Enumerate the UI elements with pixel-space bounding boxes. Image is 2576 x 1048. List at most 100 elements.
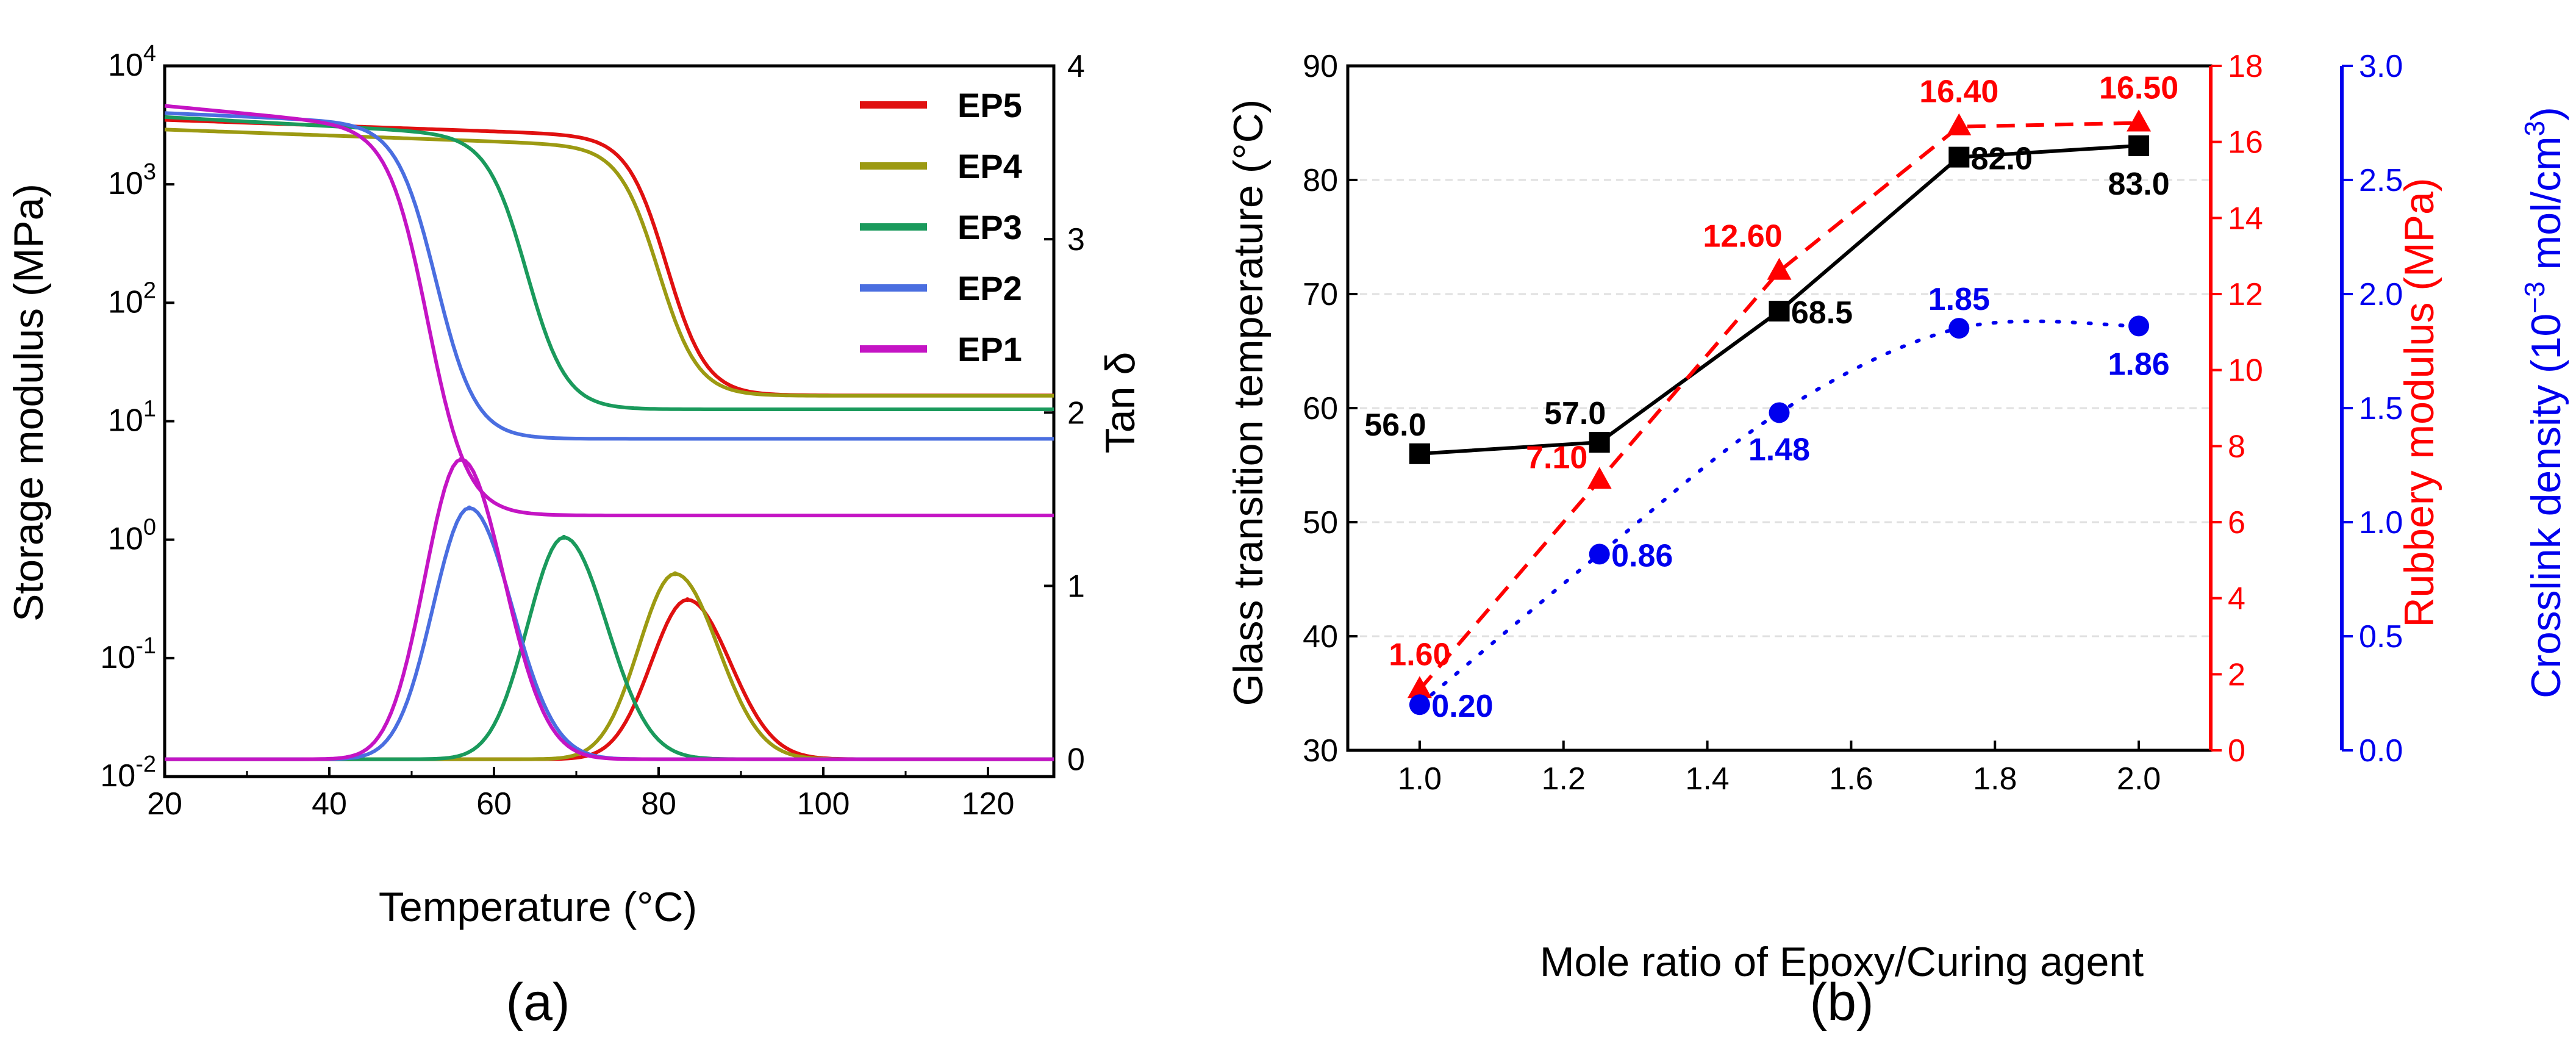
rubbery-modulus-marker [1947, 113, 1972, 135]
crosslink-density-marker [2128, 315, 2150, 337]
rubbery-modulus-line [1418, 121, 2139, 691]
y-right-tick-label: 1.5 [2359, 391, 2403, 426]
tg-data-label: 82.0 [1971, 142, 2033, 177]
modulus-curve-ep2 [164, 111, 1054, 441]
y-right-tick-label: 0.0 [2359, 733, 2403, 769]
panel-a-ylabel-left: Storage modulus (MPa) [5, 184, 52, 622]
x-tick-label: 40 [312, 786, 347, 822]
rubbery-modulus-data-label: 16.40 [1919, 74, 1998, 110]
x-tick-label: 1.4 [1685, 761, 1729, 797]
crosslink-density-marker [1948, 318, 1970, 339]
crosslink-density-data-label: 1.86 [2108, 346, 2169, 382]
x-tick-label: 1.2 [1542, 761, 1586, 797]
x-tick-label: 60 [476, 786, 512, 822]
modulus-curve-ep4 [164, 127, 1054, 398]
tg-marker [1769, 301, 1790, 322]
x-tick-label: 2.0 [2117, 761, 2161, 797]
panel-b-ylabel-middle: Rubbery modulus (MPa) [2396, 178, 2442, 628]
tg-marker [2128, 135, 2150, 156]
crosslink-density-data-label: 0.20 [1431, 689, 1493, 724]
tg-data-label: 68.5 [1791, 295, 1853, 331]
rubbery-modulus-data-label: 7.10 [1526, 440, 1587, 475]
y-left-tick-label: 40 [1303, 619, 1338, 655]
crosslink-density-data-label: 1.48 [1748, 432, 1810, 467]
y-middle-tick-label: 10 [2228, 353, 2263, 389]
modulus-curve-ep3 [164, 115, 1054, 411]
y2-tick-label: 1 [1067, 569, 1085, 604]
y-right-tick-label: 0.5 [2359, 619, 2403, 655]
tan-delta-peak-ep2 [467, 505, 472, 511]
panel-b: 1.0 1.2 1.4 1.6 1.8 2.0 30 40 50 60 70 80 90 0 2 4 6 8 10 1… [1303, 49, 2403, 797]
panel-b-caption: (b) [1809, 973, 1873, 1032]
rubbery-modulus-data-label: 12.60 [1703, 219, 1782, 254]
y-middle-tick-label: 8 [2228, 429, 2245, 464]
y-tick-label: 100 [108, 515, 156, 557]
y-middle-tick-label: 14 [2228, 201, 2263, 236]
panel-a-ylabel-right: Tan δ [1097, 352, 1143, 453]
y-left-tick-label: 90 [1303, 49, 1338, 84]
legend-label-ep2: EP2 [957, 269, 1022, 307]
y2-tick-label: 3 [1067, 222, 1085, 257]
y-middle-tick-label: 4 [2228, 581, 2245, 617]
y-tick-label: 10-2 [100, 752, 156, 794]
y-tick-label: 103 [108, 159, 156, 201]
tg-data-label: 57.0 [1544, 396, 1606, 431]
tan-delta-peak-ep3 [561, 534, 567, 540]
rubbery-modulus-data-label: 16.50 [2099, 71, 2178, 106]
tan-delta-curve-ep4 [165, 572, 1054, 761]
x-tick-label: 80 [641, 786, 676, 822]
panel-a-caption: (a) [506, 973, 570, 1032]
y2-tick-label: 0 [1067, 742, 1085, 778]
panel-a-xlabel: Temperature (°C) [379, 884, 697, 930]
panel-a-frame [163, 64, 1056, 778]
y-tick-label: 102 [108, 278, 156, 320]
legend-label-ep3: EP3 [957, 208, 1022, 246]
crosslink-density-data-label: 1.85 [1928, 282, 1990, 317]
tan-delta-curve-ep5 [165, 598, 1054, 761]
y-middle-tick-label: 12 [2228, 277, 2263, 312]
y-middle-tick-label: 16 [2228, 125, 2263, 160]
y-right-tick-label: 2.0 [2359, 277, 2403, 312]
y-tick-label: 104 [108, 41, 156, 83]
panel-b-ylabel-left: Glass transition temperature (°C) [1225, 99, 1272, 706]
rubbery-modulus-marker [2127, 109, 2152, 132]
y-right-tick-label: 3.0 [2359, 49, 2403, 84]
y-tick-label: 10-1 [100, 633, 156, 675]
crosslink-density-marker [1589, 544, 1610, 565]
y-left-tick-label: 70 [1303, 277, 1338, 312]
y-middle-tick-label: 2 [2228, 657, 2245, 692]
legend-label-ep5: EP5 [957, 86, 1022, 124]
legend-label-ep4: EP4 [957, 147, 1022, 185]
y-right-tick-label: 2.5 [2359, 163, 2403, 198]
y2-tick-label: 2 [1067, 395, 1085, 431]
x-tick-label: 100 [797, 786, 850, 822]
tan-delta-peak-ep5 [685, 597, 690, 603]
rubbery-modulus-data-label: 1.60 [1389, 637, 1450, 672]
modulus-curve-ep1 [164, 104, 1054, 517]
x-tick-label: 1.6 [1829, 761, 1873, 797]
x-tick-label: 120 [962, 786, 1015, 822]
modulus-curve-ep5 [164, 118, 1054, 398]
y-middle-tick-label: 18 [2228, 49, 2263, 84]
y-middle-tick-label: 6 [2228, 505, 2245, 540]
crosslink-density-data-label: 0.86 [1611, 538, 1673, 573]
panel-b-ylabel-right: Crosslink density (10−3 mol/cm3) [2519, 107, 2569, 698]
crosslink-density-line [1417, 319, 2141, 707]
rubbery-modulus-marker [1407, 676, 1432, 698]
x-tick-label: 1.0 [1398, 761, 1442, 797]
rubbery-modulus-marker [1587, 467, 1612, 489]
y-left-tick-label: 60 [1303, 391, 1338, 426]
y-left-tick-label: 80 [1303, 163, 1338, 198]
x-tick-label: 20 [147, 786, 182, 822]
x-tick-label: 1.8 [1973, 761, 2017, 797]
panel-b-xlabel: Mole ratio of Epoxy/Curing agent [1540, 939, 2144, 985]
tg-data-label: 83.0 [2108, 167, 2169, 202]
legend-label-ep1: EP1 [957, 330, 1022, 368]
y-right-tick-label: 1.0 [2359, 505, 2403, 540]
panel-a: 20 40 60 80 100 120 10-2 10-1 100 101 102 103 104 0 1 2… [100, 41, 1085, 822]
crosslink-density-marker [1409, 694, 1430, 716]
tg-marker [1948, 146, 1970, 168]
tg-marker [1589, 432, 1610, 453]
y-middle-tick-label: 0 [2228, 733, 2245, 769]
